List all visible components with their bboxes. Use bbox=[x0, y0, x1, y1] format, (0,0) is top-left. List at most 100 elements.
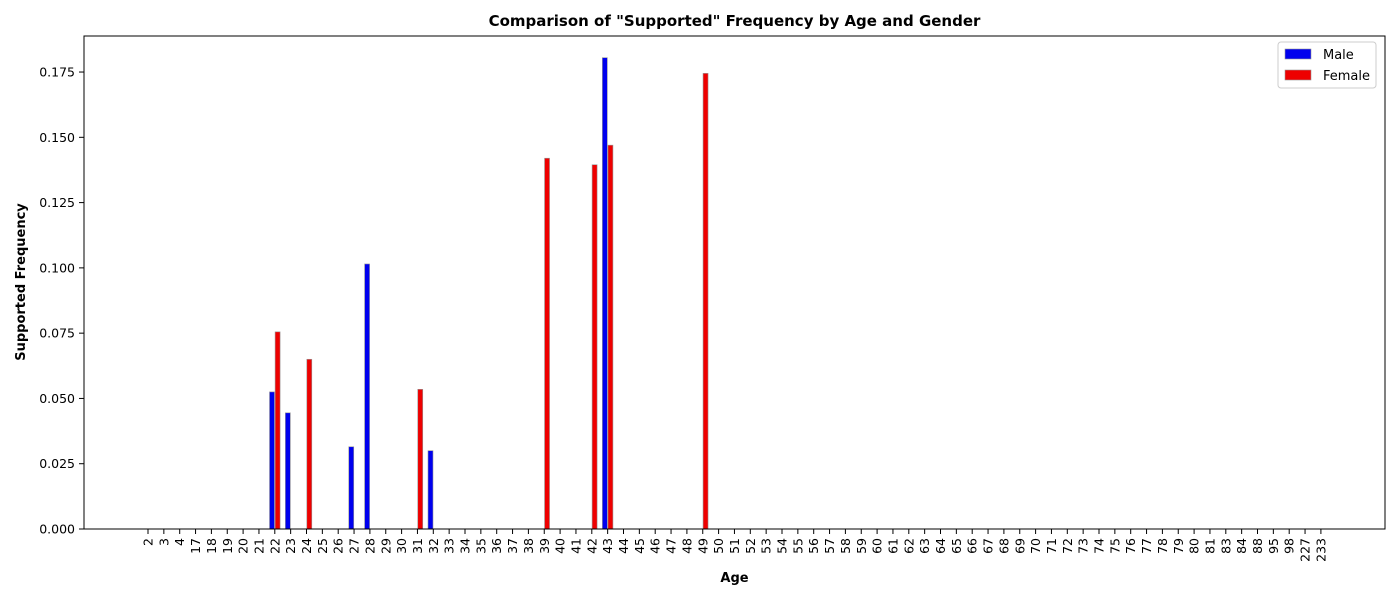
x-tick-label: 47 bbox=[664, 538, 679, 554]
x-tick-label: 74 bbox=[1092, 538, 1107, 554]
x-tick-label: 71 bbox=[1044, 538, 1059, 554]
bar-male-28 bbox=[364, 263, 370, 530]
x-tick-label: 24 bbox=[299, 538, 314, 554]
x-tick-label: 53 bbox=[759, 538, 774, 554]
x-tick-label: 43 bbox=[600, 538, 615, 554]
x-tick-label: 40 bbox=[553, 538, 568, 554]
bar-female-31 bbox=[417, 388, 424, 530]
x-tick-label: 22 bbox=[267, 538, 282, 554]
x-tick-label: 73 bbox=[1076, 538, 1091, 554]
y-tick-label: 0.150 bbox=[39, 130, 75, 145]
x-tick-label: 31 bbox=[410, 538, 425, 554]
legend-swatch-female bbox=[1284, 69, 1312, 81]
x-tick-label: 36 bbox=[489, 538, 504, 554]
x-axis-label: Age bbox=[720, 571, 748, 586]
x-tick-label: 56 bbox=[806, 538, 821, 554]
x-tick-label: 39 bbox=[537, 538, 552, 554]
x-tick-label: 26 bbox=[331, 538, 346, 554]
x-tick-label: 37 bbox=[505, 538, 520, 554]
bar-female-49 bbox=[702, 73, 709, 530]
x-tick-label: 60 bbox=[870, 538, 885, 554]
x-tick-label: 48 bbox=[679, 538, 694, 554]
x-tick-label: 29 bbox=[378, 538, 393, 554]
y-axis-label: Supported Frequency bbox=[14, 203, 29, 361]
x-tick-label: 83 bbox=[1218, 538, 1233, 554]
y-tick-label: 0.075 bbox=[39, 326, 75, 341]
x-tick-label: 233 bbox=[1313, 538, 1328, 562]
legend-label-male: Male bbox=[1323, 48, 1354, 63]
x-tick-label: 61 bbox=[885, 538, 900, 554]
bars-layer bbox=[269, 57, 709, 530]
bar-female-24 bbox=[306, 358, 313, 530]
x-tick-label: 81 bbox=[1202, 538, 1217, 554]
bar-female-39 bbox=[544, 157, 550, 530]
x-tick-label: 64 bbox=[933, 538, 948, 554]
x-tick-label: 77 bbox=[1139, 538, 1154, 554]
bar-male-23 bbox=[285, 412, 291, 530]
bar-female-22 bbox=[274, 331, 281, 530]
x-tick-label: 35 bbox=[473, 538, 488, 554]
x-tick-label: 21 bbox=[251, 538, 266, 554]
x-tick-label: 34 bbox=[458, 538, 473, 554]
x-tick-label: 57 bbox=[822, 538, 837, 554]
bar-female-42 bbox=[591, 164, 598, 530]
x-tick-label: 66 bbox=[965, 538, 980, 554]
x-tick-label: 18 bbox=[204, 538, 219, 554]
x-tick-label: 4 bbox=[172, 538, 187, 546]
x-tick-label: 51 bbox=[727, 538, 742, 554]
x-tick-label: 227 bbox=[1298, 538, 1313, 562]
x-tick-label: 67 bbox=[981, 538, 996, 554]
x-tick-label: 41 bbox=[568, 538, 583, 554]
x-tick-label: 55 bbox=[790, 538, 805, 554]
x-tick-label: 70 bbox=[1028, 538, 1043, 554]
x-tick-label: 46 bbox=[648, 538, 663, 554]
x-tick-label: 45 bbox=[632, 538, 647, 554]
plot-frame bbox=[83, 35, 1386, 530]
x-tick-label: 20 bbox=[236, 538, 251, 554]
x-tick-label: 88 bbox=[1250, 538, 1265, 554]
y-tick-label: 0.100 bbox=[39, 260, 75, 275]
bar-male-27 bbox=[348, 446, 355, 530]
x-tick-label: 72 bbox=[1060, 538, 1075, 554]
legend: Male Female bbox=[1277, 41, 1377, 89]
y-axis-ticks: 0.000 0.025 0.050 0.075 0.100 0.125 0.150 0.175 bbox=[39, 65, 84, 537]
y-tick-label: 0.025 bbox=[39, 456, 75, 471]
x-tick-label: 65 bbox=[949, 538, 964, 554]
legend-label-female: Female bbox=[1323, 69, 1370, 84]
x-tick-label: 75 bbox=[1107, 538, 1122, 554]
x-tick-label: 76 bbox=[1123, 538, 1138, 554]
x-tick-label: 38 bbox=[521, 538, 536, 554]
x-tick-label: 58 bbox=[838, 538, 853, 554]
x-tick-label: 32 bbox=[426, 538, 441, 554]
x-tick-label: 49 bbox=[695, 538, 710, 554]
bar-female-43 bbox=[607, 144, 614, 530]
x-axis-ticks: 2 3 4 17 18 19 20 21 22 23 24 25 26 27 28 29 30 31 32 33 34 3… bbox=[141, 529, 1328, 562]
x-tick-label: 50 bbox=[711, 538, 726, 554]
x-tick-label: 23 bbox=[283, 538, 298, 554]
x-tick-label: 63 bbox=[917, 538, 932, 554]
x-tick-label: 95 bbox=[1266, 538, 1281, 554]
bar-male-43 bbox=[602, 57, 608, 530]
x-tick-label: 98 bbox=[1282, 538, 1297, 554]
bar-male-32 bbox=[427, 450, 434, 530]
x-tick-label: 42 bbox=[584, 538, 599, 554]
x-tick-label: 68 bbox=[996, 538, 1011, 554]
x-tick-label: 62 bbox=[901, 538, 916, 554]
x-tick-label: 69 bbox=[1012, 538, 1027, 554]
y-tick-label: 0.175 bbox=[39, 65, 75, 80]
y-tick-label: 0.050 bbox=[39, 391, 75, 406]
x-tick-label: 84 bbox=[1234, 538, 1249, 554]
x-tick-label: 3 bbox=[156, 538, 171, 546]
x-tick-label: 59 bbox=[854, 538, 869, 554]
chart-title: Comparison of "Supported" Frequency by A… bbox=[489, 12, 981, 30]
x-tick-label: 54 bbox=[775, 538, 790, 554]
x-tick-label: 52 bbox=[743, 538, 758, 554]
x-tick-label: 19 bbox=[220, 538, 235, 554]
x-tick-label: 80 bbox=[1187, 538, 1202, 554]
legend-swatch-male bbox=[1284, 48, 1312, 60]
x-tick-label: 28 bbox=[362, 538, 377, 554]
y-tick-label: 0.000 bbox=[39, 522, 75, 537]
x-tick-label: 33 bbox=[442, 538, 457, 554]
x-tick-label: 25 bbox=[315, 538, 330, 554]
